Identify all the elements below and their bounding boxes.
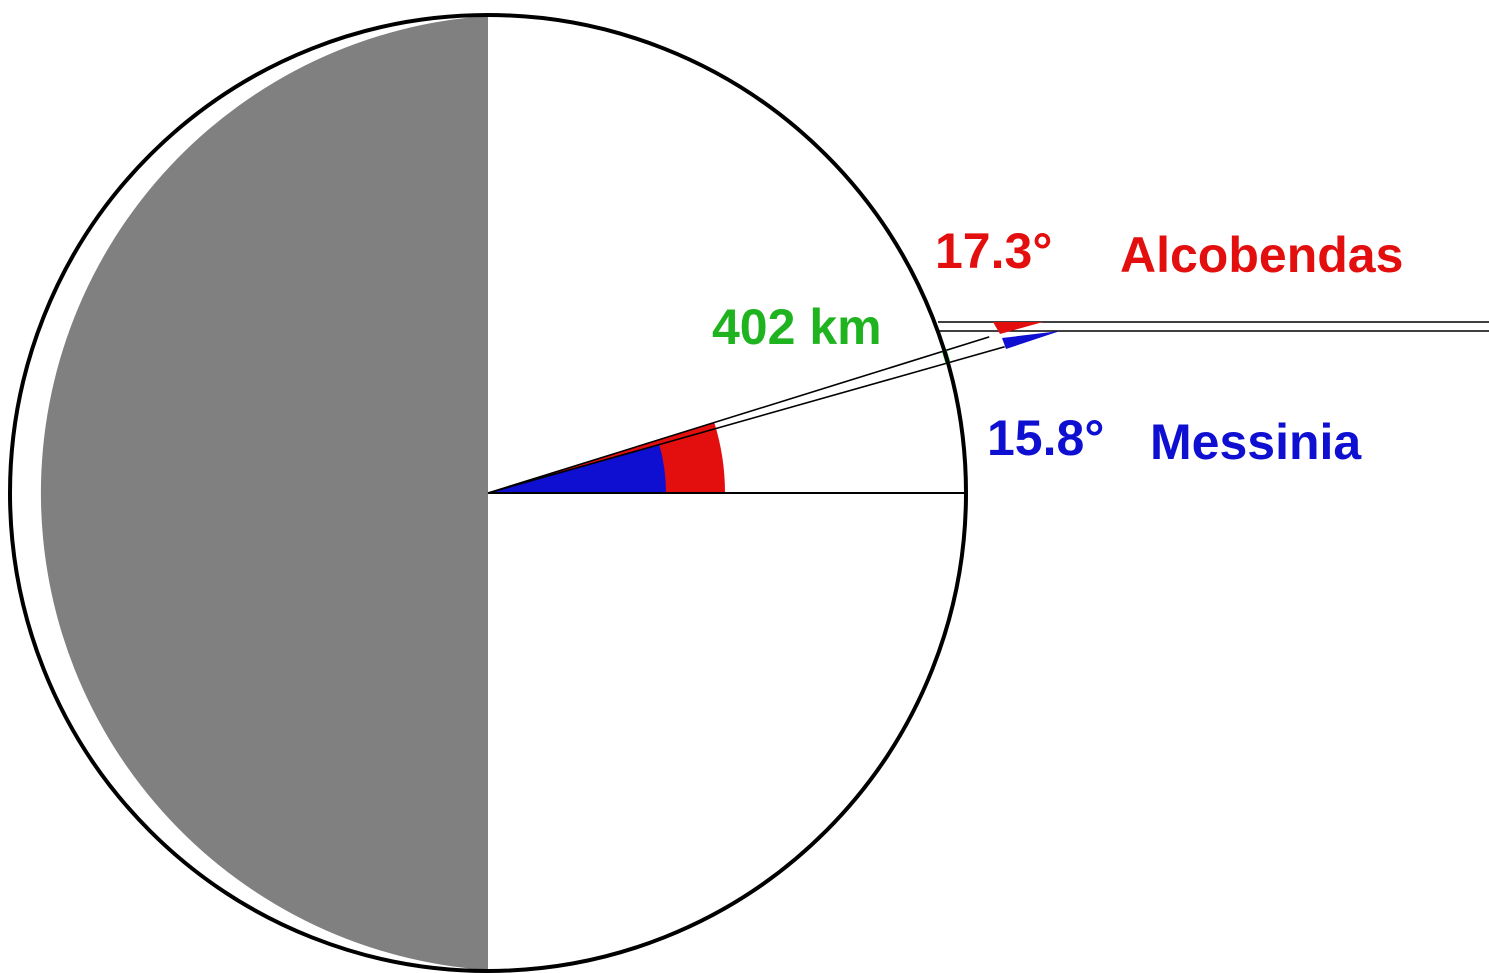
- alcobendas-name-label: Alcobendas: [1120, 227, 1403, 283]
- earth-outline: [8, 13, 968, 973]
- alcobendas-angle-label: 17.3°: [935, 223, 1052, 279]
- messinia-radial-line: [487, 346, 1005, 494]
- distance-label: 402 km: [712, 299, 882, 355]
- alcobendas-ray-angle-marker: [993, 322, 1043, 334]
- alcobendas-radial-line: [487, 336, 990, 494]
- messinia-angle-label: 15.8°: [987, 410, 1104, 466]
- city-radial-lines: [487, 336, 1005, 494]
- messinia-ray-angle-marker: [1002, 331, 1060, 349]
- messinia-name-label: Messinia: [1150, 414, 1362, 470]
- night-hemisphere: [40, 16, 489, 970]
